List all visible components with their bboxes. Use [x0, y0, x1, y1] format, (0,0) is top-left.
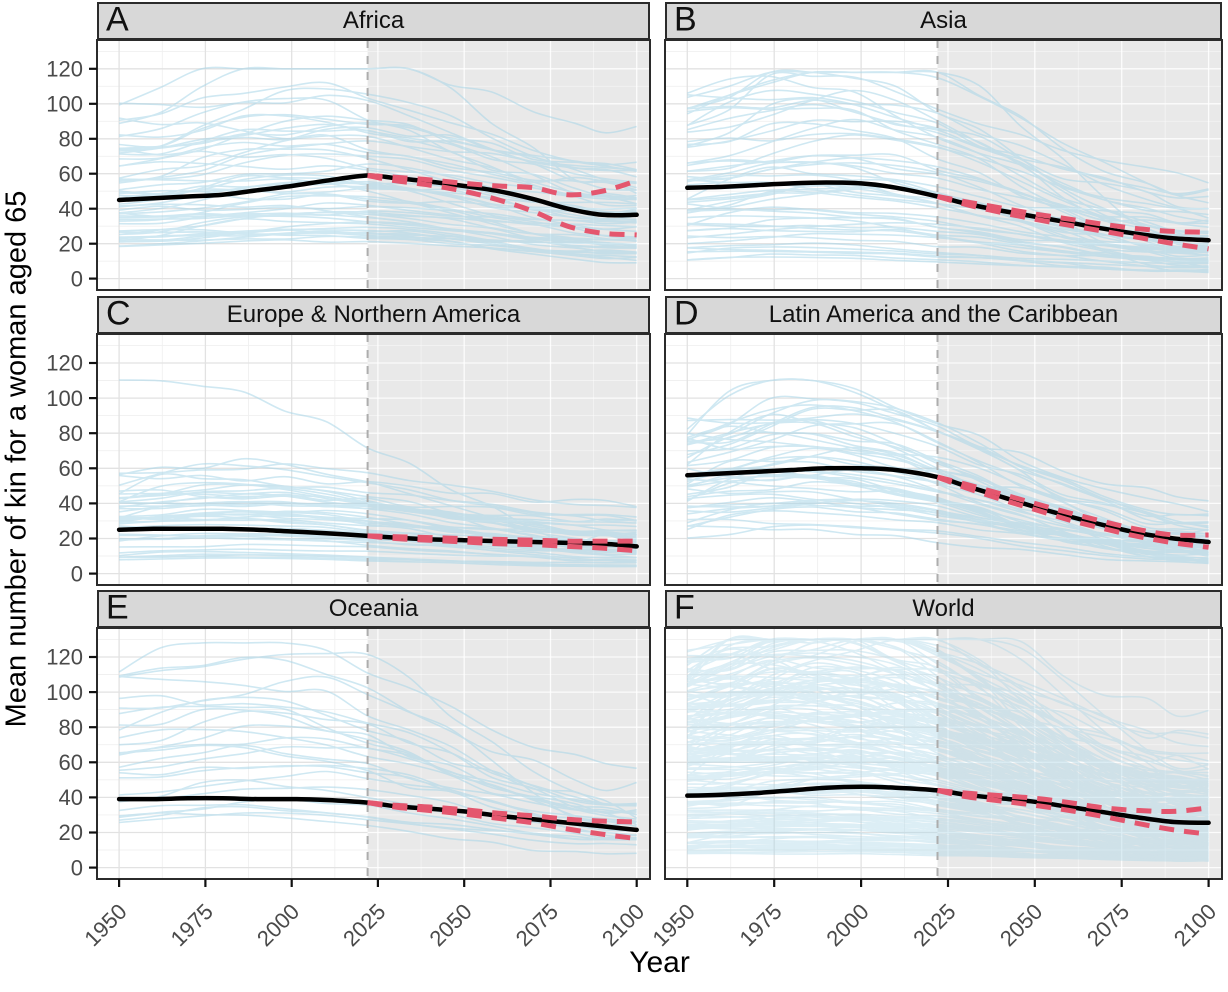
svg-text:40: 40 — [59, 785, 83, 810]
panel-letter: C — [106, 294, 131, 333]
svg-text:60: 60 — [59, 750, 83, 775]
plot-area-world: 1950 1975 2000 2025 2050 2075 2100 — [648, 627, 1223, 951]
facet-panel-latin-america-caribbean: D Latin America and the Caribbean — [664, 296, 1223, 587]
facet-panel-asia: B Asia — [664, 2, 1223, 292]
svg-text:120: 120 — [46, 351, 83, 376]
svg-text:1975: 1975 — [166, 899, 218, 951]
svg-text:2075: 2075 — [1082, 899, 1134, 951]
svg-text:100: 100 — [46, 92, 83, 117]
svg-text:2050: 2050 — [995, 899, 1047, 951]
facet-panel-africa: A Africa 0 20 40 60 80 100 120 — [46, 2, 651, 292]
panel-letter: A — [106, 0, 129, 39]
svg-text:120: 120 — [46, 57, 83, 82]
panel-letter: F — [674, 588, 695, 627]
svg-text:0: 0 — [71, 266, 83, 291]
svg-text:60: 60 — [59, 161, 83, 186]
svg-text:2000: 2000 — [821, 899, 873, 951]
svg-text:2025: 2025 — [338, 899, 390, 951]
facet-panel-oceania: E Oceania 0 20 40 60 80 100 120 1950 1975 2000 202… — [46, 590, 651, 951]
svg-text:1950: 1950 — [648, 899, 700, 951]
svg-text:0: 0 — [71, 855, 83, 880]
svg-text:20: 20 — [59, 231, 83, 256]
svg-text:2050: 2050 — [424, 899, 476, 951]
y-axis-title: Mean number of kin for a woman aged 65 — [0, 190, 33, 728]
panel-title: Africa — [342, 7, 405, 34]
svg-text:0: 0 — [71, 561, 83, 586]
svg-text:2100: 2100 — [1169, 899, 1221, 951]
svg-text:20: 20 — [59, 820, 83, 845]
facet-strip-asia: B Asia — [665, 2, 1222, 40]
facet-strip-europe-northern-america: C Europe & Northern America — [97, 296, 650, 334]
panel-letter: B — [674, 0, 697, 39]
svg-text:2025: 2025 — [908, 899, 960, 951]
svg-text:100: 100 — [46, 680, 83, 705]
facet-panel-europe-northern-america: C Europe & Northern America 0 20 40 60 80 100… — [46, 296, 651, 587]
svg-text:120: 120 — [46, 645, 83, 670]
facet-strip-latin-america-caribbean: D Latin America and the Caribbean — [665, 296, 1222, 334]
svg-text:80: 80 — [59, 127, 83, 152]
svg-text:20: 20 — [59, 526, 83, 551]
svg-text:100: 100 — [46, 386, 83, 411]
svg-text:60: 60 — [59, 456, 83, 481]
svg-text:1950: 1950 — [79, 899, 131, 951]
plot-area-latin-america-caribbean — [664, 333, 1223, 586]
panel-title: Europe & Northern America — [226, 301, 521, 328]
svg-text:80: 80 — [59, 421, 83, 446]
panel-title: World — [912, 595, 975, 622]
facet-panel-world: F World 1950 1975 2000 2025 2050 2075 2100 — [648, 590, 1223, 951]
facet-strip-oceania: E Oceania — [97, 590, 650, 628]
facet-strip-world: F World — [665, 590, 1222, 628]
plot-area-oceania: 0 20 40 60 80 100 120 1950 1975 2000 2025 2050 2075 2… — [46, 627, 651, 951]
svg-text:1975: 1975 — [734, 899, 786, 951]
svg-text:40: 40 — [59, 196, 83, 221]
plot-area-europe-northern-america: 0 20 40 60 80 100 120 — [46, 333, 651, 586]
svg-text:80: 80 — [59, 715, 83, 740]
panel-title: Oceania — [328, 595, 419, 622]
panel-letter: D — [674, 294, 699, 333]
svg-text:2100: 2100 — [597, 899, 649, 951]
facet-strip-africa: A Africa — [97, 2, 650, 40]
svg-text:40: 40 — [59, 491, 83, 516]
x-axis-title: Year — [629, 946, 690, 979]
plot-area-africa: 0 20 40 60 80 100 120 — [46, 39, 651, 291]
svg-text:2000: 2000 — [252, 899, 304, 951]
panel-title: Latin America and the Caribbean — [768, 301, 1119, 328]
svg-text:2075: 2075 — [511, 899, 563, 951]
plot-area-asia — [664, 39, 1223, 291]
panel-letter: E — [106, 588, 129, 627]
panel-title: Asia — [920, 7, 967, 34]
